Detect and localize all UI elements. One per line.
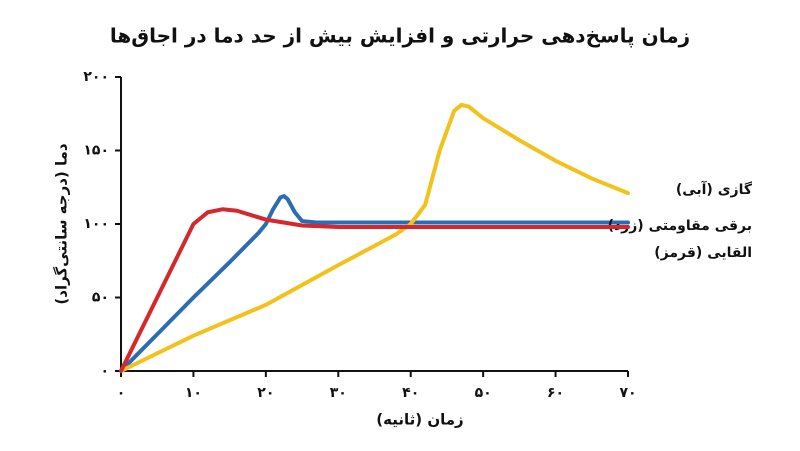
x-axis-label: زمان (ثانیه) <box>376 411 463 429</box>
y-tick-label: ۲۰۰ <box>83 69 109 85</box>
series-line <box>119 102 630 373</box>
legend-label: گازی (آبی) <box>676 180 753 198</box>
y-tick-label: ۱۰۰ <box>83 216 109 232</box>
y-tick-label: ۰ <box>100 363 109 379</box>
y-tick-label: ۱۵۰ <box>83 143 109 159</box>
series-line <box>119 194 630 373</box>
x-tick-label: ۲۰ <box>257 385 274 401</box>
x-tick-label: ۰ <box>117 385 126 401</box>
series-line <box>119 207 630 373</box>
x-tick-label: ۷۰ <box>619 385 636 401</box>
x-tick-label: ۱۰ <box>185 385 202 401</box>
y-tick-label: ۵۰ <box>92 290 109 306</box>
x-tick-label: ۴۰ <box>402 385 419 401</box>
x-tick-label: ۳۰ <box>330 385 347 401</box>
chart-title: زمان پاسخ‌دهی حرارتی و افزایش بیش از حد … <box>110 24 690 49</box>
y-axis-label: دما (درجه سانتی‌گراد) <box>53 143 71 305</box>
legend-label: القایی (قرمز) <box>654 245 752 261</box>
x-tick-label: ۶۰ <box>547 385 564 401</box>
legend-label: برقی مقاومتی (زرد) <box>608 218 752 234</box>
x-tick-label: ۵۰ <box>475 385 492 401</box>
